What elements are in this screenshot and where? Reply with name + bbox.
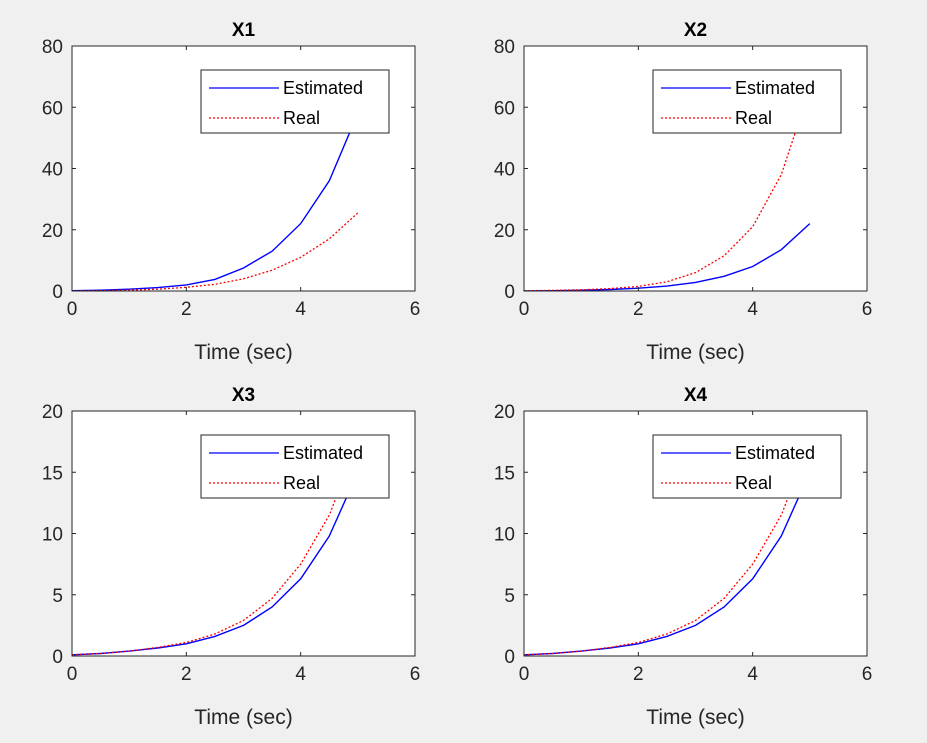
x-tick-label: 4	[295, 299, 306, 320]
y-tick-label: 80	[494, 37, 515, 58]
chart-title: X1	[232, 20, 256, 41]
series-line-real	[72, 441, 359, 656]
legend-label-real: Real	[735, 473, 772, 493]
x-tick-label: 0	[67, 299, 78, 320]
subplot-3: 0 2 4 6 0 5 10 15 20 X3 Time (sec) Estimated Real	[42, 385, 420, 729]
x-tick-label: 0	[67, 664, 78, 685]
y-tick-label: 10	[494, 525, 515, 546]
chart-title: X4	[684, 385, 708, 406]
x-tick-label: 4	[747, 664, 758, 685]
y-tick-label: 40	[494, 160, 515, 181]
x-tick-label: 2	[181, 299, 192, 320]
series-line-real	[72, 212, 359, 291]
x-tick-label: 6	[410, 299, 421, 320]
legend-label-estimated: Estimated	[283, 443, 363, 463]
series-line-estimated	[524, 472, 811, 656]
x-tick-label: 6	[410, 664, 421, 685]
legend-box	[652, 434, 842, 499]
x-tick-label: 2	[633, 664, 644, 685]
legend-label-real: Real	[735, 108, 772, 128]
legend-label-real: Real	[283, 108, 320, 128]
x-axis-label: Time (sec)	[646, 341, 744, 364]
x-axis-label: Time (sec)	[194, 341, 292, 364]
y-tick-label: 5	[52, 586, 63, 607]
x-tick-label: 6	[862, 664, 873, 685]
legend: Estimated Real	[200, 434, 390, 499]
y-tick-label: 0	[504, 282, 515, 303]
legend: Estimated Real	[652, 69, 842, 134]
y-tick-label: 15	[494, 463, 515, 484]
x-tick-label: 2	[181, 664, 192, 685]
x-tick-label: 4	[747, 299, 758, 320]
y-tick-label: 0	[504, 647, 515, 668]
y-tick-label: 10	[42, 525, 63, 546]
y-tick-label: 0	[52, 282, 63, 303]
y-tick-label: 20	[42, 402, 63, 423]
y-tick-label: 15	[42, 463, 63, 484]
series-line-real	[524, 441, 811, 656]
y-tick-label: 60	[42, 98, 63, 119]
y-tick-label: 0	[52, 647, 63, 668]
subplot-4: 0 2 4 6 0 5 10 15 20 X4 Time (sec) Estimated Real	[494, 385, 872, 729]
series-line-estimated	[524, 223, 811, 291]
x-axis-label: Time (sec)	[646, 706, 744, 729]
series-line-estimated	[72, 113, 359, 291]
x-axis-label: Time (sec)	[194, 706, 292, 729]
chart-title: X3	[232, 385, 255, 406]
legend: Estimated Real	[652, 434, 842, 499]
legend-box	[652, 69, 842, 134]
legend-label-estimated: Estimated	[735, 443, 815, 463]
legend-label-estimated: Estimated	[283, 78, 363, 98]
chart-title: X2	[684, 20, 707, 41]
legend-box	[200, 69, 390, 134]
y-tick-label: 80	[42, 37, 63, 58]
series-line-estimated	[72, 472, 359, 656]
x-tick-label: 0	[519, 664, 530, 685]
y-tick-label: 20	[42, 221, 63, 242]
y-tick-label: 20	[494, 402, 515, 423]
y-tick-label: 60	[494, 98, 515, 119]
x-tick-label: 0	[519, 299, 530, 320]
legend-box	[200, 434, 390, 499]
legend-label-real: Real	[283, 473, 320, 493]
x-tick-label: 6	[862, 299, 873, 320]
y-tick-label: 40	[42, 160, 63, 181]
y-tick-label: 5	[504, 586, 515, 607]
legend-label-estimated: Estimated	[735, 78, 815, 98]
legend: Estimated Real	[200, 69, 390, 134]
x-tick-label: 2	[633, 299, 644, 320]
x-tick-label: 4	[295, 664, 306, 685]
y-tick-label: 20	[494, 221, 515, 242]
